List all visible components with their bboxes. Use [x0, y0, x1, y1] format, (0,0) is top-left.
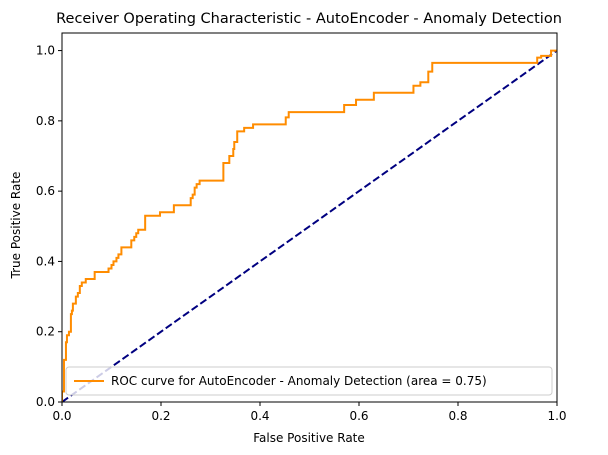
y-tick-label: 0.0	[36, 395, 55, 409]
plot-frame	[61, 32, 558, 403]
roc-curve-line	[62, 49, 557, 402]
x-tick-label: 0.2	[151, 409, 170, 423]
x-tick-label: 0.8	[448, 409, 467, 423]
y-tick-label: 0.4	[36, 254, 55, 268]
legend: ROC curve for AutoEncoder - Anomaly Dete…	[65, 366, 553, 396]
y-axis-label: True Positive Rate	[9, 172, 23, 280]
y-tick-label: 0.6	[36, 184, 55, 198]
chart-title: Receiver Operating Characteristic - Auto…	[56, 11, 562, 27]
x-tick-label: 0.0	[52, 409, 71, 423]
chance-diagonal-line	[62, 49, 557, 402]
series-layer	[62, 49, 557, 402]
y-axis-ticks: 0.0 0.2 0.4 0.6 0.8 1.0	[36, 44, 62, 409]
x-axis-label: False Positive Rate	[253, 431, 365, 445]
x-tick-label: 0.6	[349, 409, 368, 423]
y-tick-label: 0.8	[36, 114, 55, 128]
legend-box	[65, 366, 553, 396]
x-tick-label: 1.0	[547, 409, 566, 423]
y-tick-label: 0.2	[36, 325, 55, 339]
legend-label: ROC curve for AutoEncoder - Anomaly Dete…	[111, 374, 487, 388]
y-tick-label: 1.0	[36, 44, 55, 58]
x-tick-label: 0.4	[250, 409, 269, 423]
plot-area: 0.0 0.2 0.4 0.6 0.8 1.0 0.0 0.2 0.4 0.6 0.8 1.0	[36, 32, 567, 423]
x-axis-ticks: 0.0 0.2 0.4 0.6 0.8 1.0	[52, 402, 567, 423]
